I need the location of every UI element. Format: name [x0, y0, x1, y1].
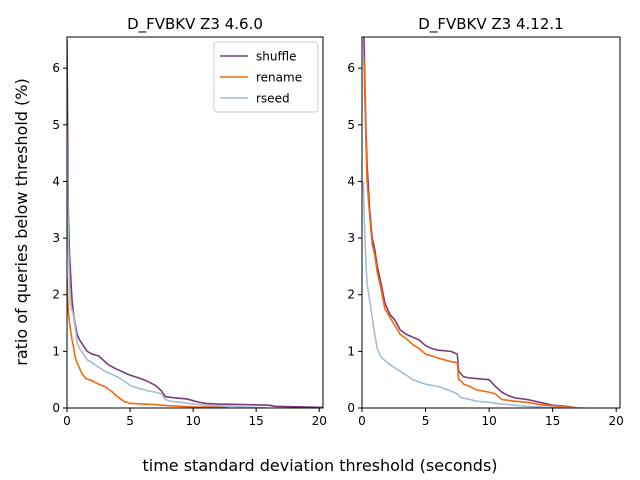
- y-tick-label: 3: [52, 231, 60, 245]
- y-axis-label: ratio of queries below threshold (%): [12, 78, 31, 365]
- series-line-shuffle: [363, 37, 579, 408]
- series-line-rseed: [67, 124, 269, 408]
- y-tick-label: 2: [52, 288, 60, 302]
- x-tick-label: 5: [422, 414, 430, 428]
- x-tick-label: 10: [185, 414, 200, 428]
- y-tick-label: 1: [52, 344, 60, 358]
- y-tick-label: 4: [347, 174, 355, 188]
- axes-frame: [66, 36, 324, 409]
- y-tick-label: 5: [52, 118, 60, 132]
- series-line-rename: [363, 56, 579, 408]
- series-line-rename: [67, 277, 229, 408]
- y-tick-label: 1: [347, 344, 355, 358]
- x-tick-label: 20: [312, 414, 327, 428]
- y-tick-label: 2: [347, 288, 355, 302]
- y-tick-label: 6: [347, 61, 355, 75]
- x-tick-label: 15: [249, 414, 264, 428]
- right-panel: 0 5 10 15 20 0 1 2 3 4 5 6 D_FVBKV Z3 4.12.1: [347, 15, 623, 428]
- y-tick-label: 0: [52, 401, 60, 415]
- y-tick-label: 4: [52, 174, 60, 188]
- x-tick-label: 10: [481, 414, 496, 428]
- x-axis-label: time standard deviation threshold (secon…: [142, 456, 497, 475]
- y-tick-label: 5: [347, 118, 355, 132]
- panel-title: D_FVBKV Z3 4.12.1: [418, 15, 563, 34]
- x-tick-label: 20: [609, 414, 624, 428]
- panel-title: D_FVBKV Z3 4.6.0: [127, 15, 263, 34]
- y-tick-label: 6: [52, 61, 60, 75]
- legend-label-rename: rename: [256, 71, 302, 85]
- x-tick-label: 0: [358, 414, 366, 428]
- legend-box: [213, 41, 319, 113]
- x-tick-label: 5: [126, 414, 134, 428]
- axes-frame: [361, 36, 621, 409]
- series-line-rseed: [362, 181, 585, 408]
- left-panel: 0 5 10 15 20 0 1 2 3 4 5 6 D_FVBKV Z3 4.6.0 shuffle re…: [52, 15, 326, 428]
- legend-label-rseed: rseed: [256, 92, 290, 106]
- x-tick-label: 15: [545, 414, 560, 428]
- y-tick-label: 0: [347, 401, 355, 415]
- x-tick-label: 0: [63, 414, 71, 428]
- legend-label-shuffle: shuffle: [256, 50, 296, 64]
- y-tick-label: 3: [347, 231, 355, 245]
